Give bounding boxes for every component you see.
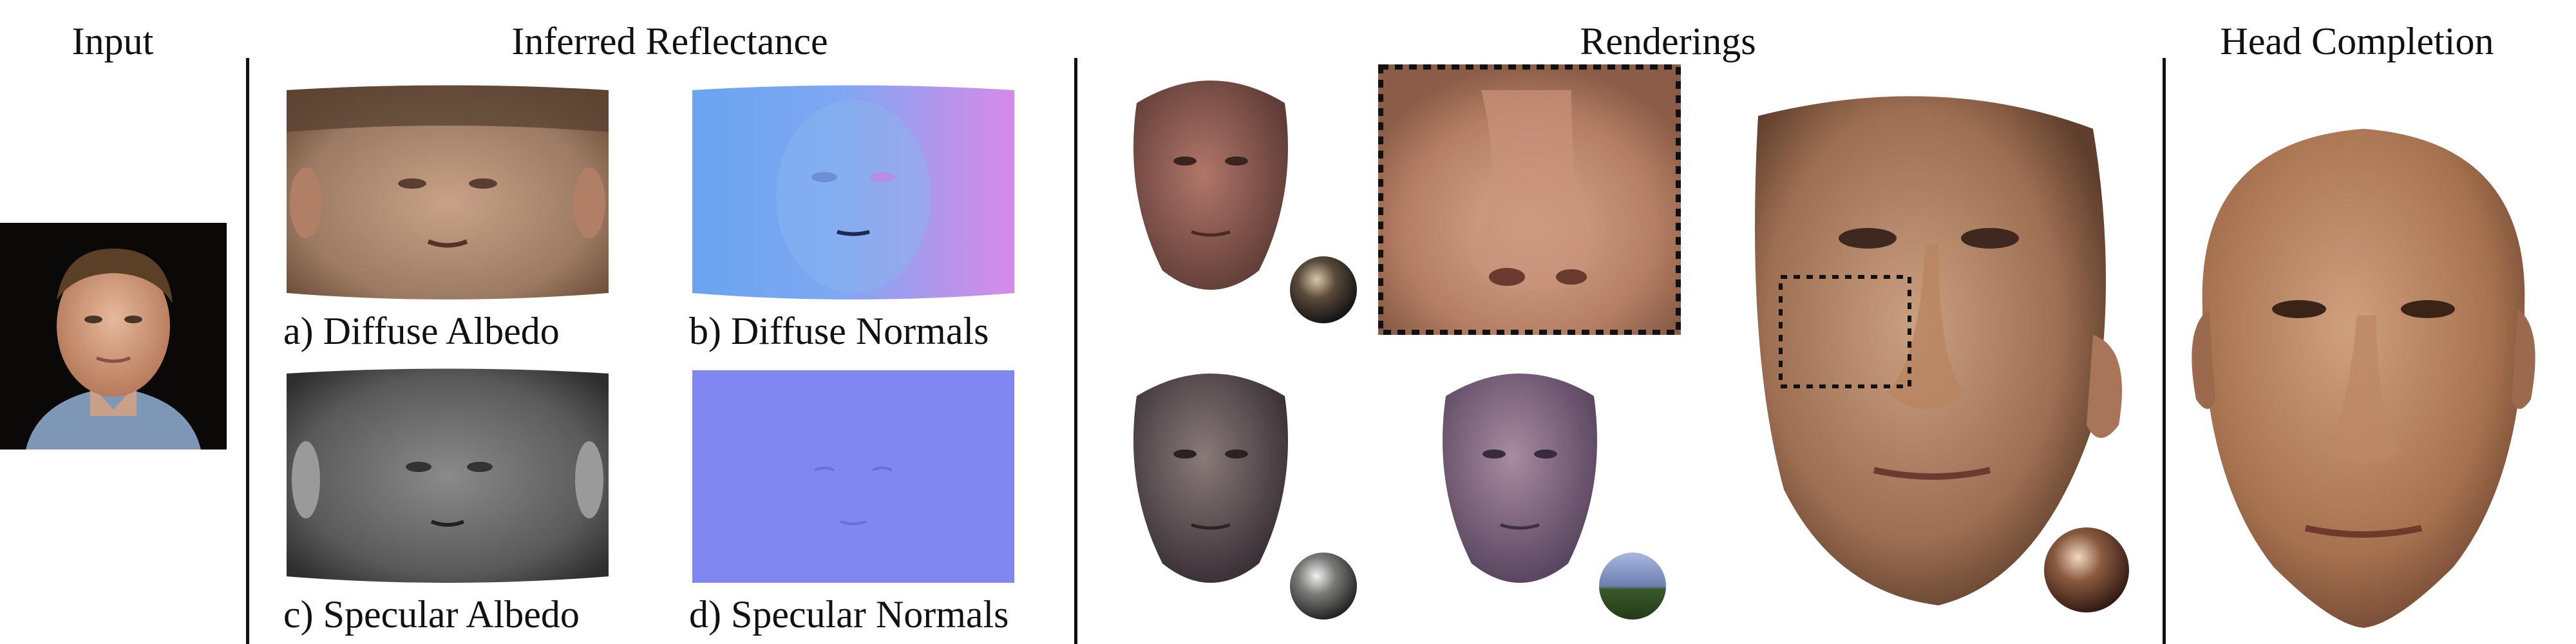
divider-1	[246, 58, 249, 644]
rendering-head-1	[1133, 80, 1288, 290]
input-photo	[0, 223, 227, 450]
env-map-sphere-4	[2044, 527, 2129, 612]
env-map-sphere-2	[1290, 553, 1357, 620]
rendering-head-2	[1133, 374, 1288, 583]
rendering-head-3	[1443, 374, 1597, 583]
divider-2	[1074, 58, 1077, 644]
diffuse-albedo-map	[287, 85, 609, 299]
nose-closeup-inset	[1378, 64, 1681, 335]
specular-albedo-map	[287, 368, 609, 583]
caption-specular-albedo: c) Specular Albedo	[283, 593, 580, 636]
env-map-sphere-1	[1290, 256, 1357, 323]
specular-normals-map	[692, 370, 1014, 583]
head-completion-title: Head Completion	[2220, 20, 2494, 62]
renderings-title: Renderings	[1580, 20, 1756, 62]
caption-diffuse-normals: b) Diffuse Normals	[689, 310, 989, 352]
diffuse-normals-map	[692, 85, 1014, 299]
reflectance-title: Inferred Reflectance	[511, 20, 828, 62]
env-map-sphere-3	[1599, 553, 1666, 620]
rendering-head-large	[1755, 96, 2122, 605]
divider-3	[2163, 58, 2166, 644]
caption-diffuse-albedo: a) Diffuse Albedo	[283, 310, 560, 352]
input-title: Input	[71, 20, 154, 62]
caption-specular-normals: d) Specular Normals	[689, 593, 1009, 636]
head-completion-render	[2192, 129, 2535, 628]
